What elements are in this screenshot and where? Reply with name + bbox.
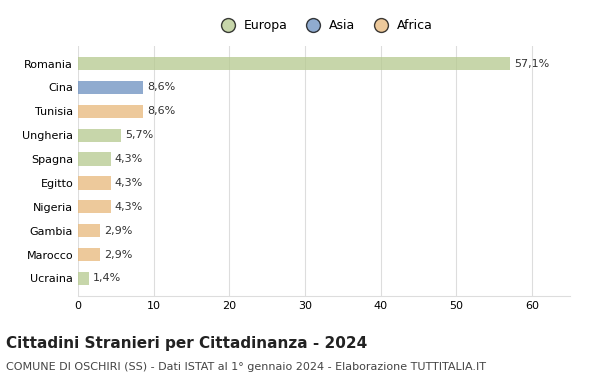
- Bar: [78, 81, 143, 94]
- Bar: [78, 105, 143, 118]
- Bar: [78, 128, 121, 142]
- Bar: [78, 57, 510, 70]
- Text: 4,3%: 4,3%: [115, 178, 143, 188]
- Text: 57,1%: 57,1%: [514, 59, 549, 68]
- Bar: [78, 152, 110, 166]
- Text: 5,7%: 5,7%: [125, 130, 153, 140]
- Text: 8,6%: 8,6%: [147, 82, 175, 92]
- Bar: [78, 248, 100, 261]
- Text: 8,6%: 8,6%: [147, 106, 175, 116]
- Text: 4,3%: 4,3%: [115, 154, 143, 164]
- Text: Cittadini Stranieri per Cittadinanza - 2024: Cittadini Stranieri per Cittadinanza - 2…: [6, 336, 367, 351]
- Text: 1,4%: 1,4%: [92, 274, 121, 283]
- Bar: [78, 200, 110, 214]
- Text: 2,9%: 2,9%: [104, 250, 132, 260]
- Bar: [78, 272, 89, 285]
- Legend: Europa, Asia, Africa: Europa, Asia, Africa: [211, 14, 437, 37]
- Text: COMUNE DI OSCHIRI (SS) - Dati ISTAT al 1° gennaio 2024 - Elaborazione TUTTITALIA: COMUNE DI OSCHIRI (SS) - Dati ISTAT al 1…: [6, 362, 486, 372]
- Bar: [78, 176, 110, 190]
- Text: 4,3%: 4,3%: [115, 202, 143, 212]
- Text: 2,9%: 2,9%: [104, 226, 132, 236]
- Bar: [78, 224, 100, 237]
